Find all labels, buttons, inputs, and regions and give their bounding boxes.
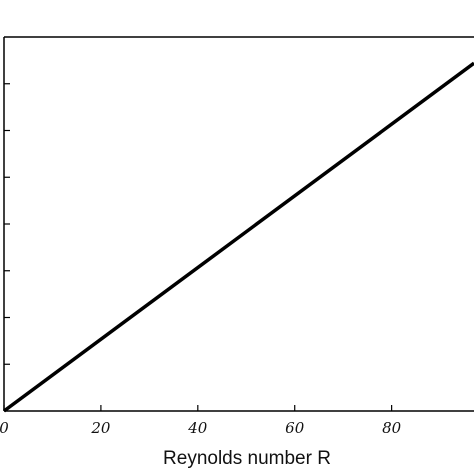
y-axis-ticks <box>4 83 10 365</box>
x-tick-label: 40 <box>187 419 208 437</box>
series-group <box>2 61 474 413</box>
x-tick-label: 60 <box>285 419 305 437</box>
x-tick-label: 80 <box>382 419 402 437</box>
plot-frame <box>3 36 474 412</box>
x-axis-title: Reynolds number R <box>163 448 331 469</box>
x-tick-label: 0 <box>0 419 9 437</box>
x-tick-label: 20 <box>90 419 111 437</box>
series-line <box>2 61 474 413</box>
x-axis-ticks: 0 20 40 60 80 <box>0 405 402 437</box>
